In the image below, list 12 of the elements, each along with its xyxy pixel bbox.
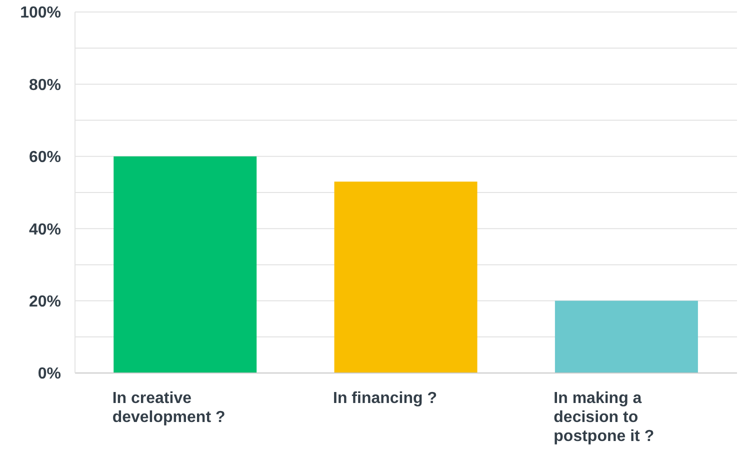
bar (334, 182, 478, 373)
x-tick-label: In creative development ? (112, 390, 226, 426)
x-tick-label: In financing ? (333, 390, 437, 407)
y-tick-label: 40% (28, 221, 61, 238)
y-tick-label: 20% (28, 293, 61, 310)
y-tick-label: 0% (38, 366, 61, 383)
x-tick-label: In making a decision to postpone it ? (554, 390, 654, 445)
y-tick-label: 80% (28, 76, 61, 94)
y-tick-label: 60% (28, 149, 61, 166)
bar (554, 300, 698, 373)
y-tick-label: 100% (20, 4, 61, 22)
bar (114, 156, 257, 373)
